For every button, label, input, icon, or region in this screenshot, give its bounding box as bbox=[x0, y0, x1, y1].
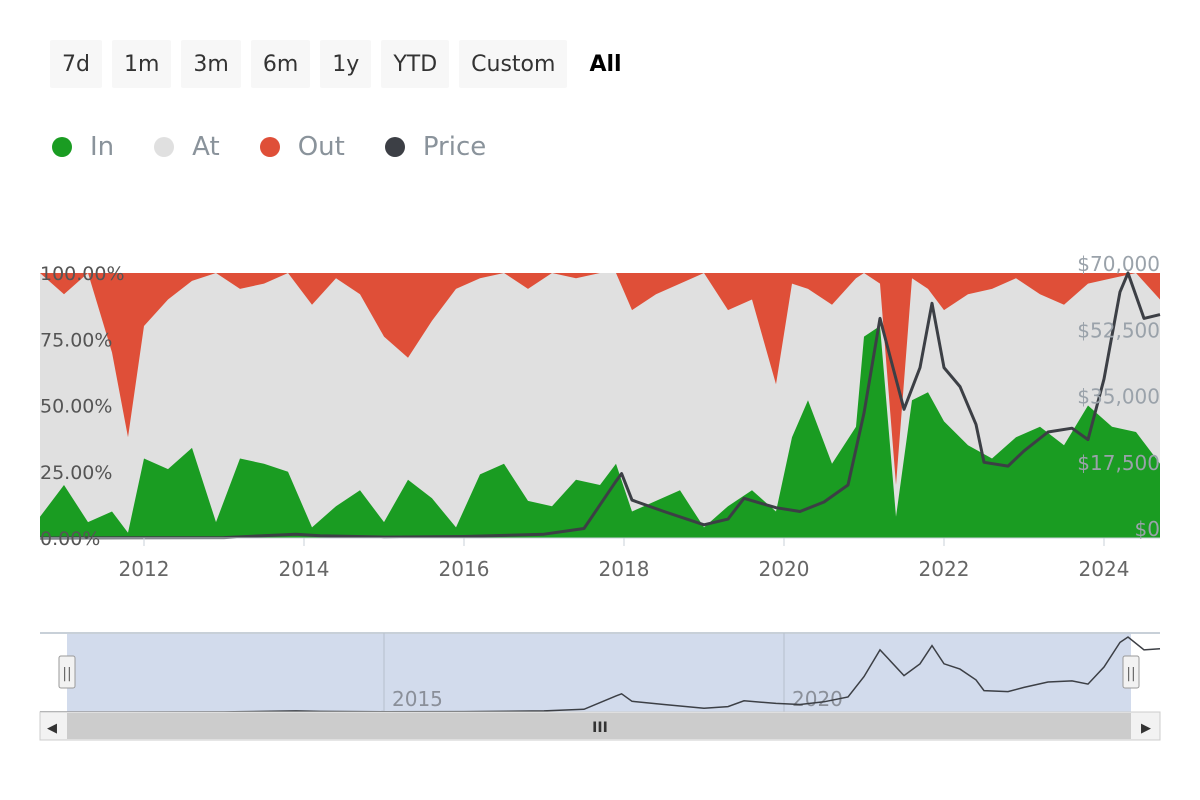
handle-grip-icon: || bbox=[1126, 666, 1135, 682]
range-selector: 7d 1m 3m 6m 1y YTD Custom All bbox=[50, 40, 634, 88]
scrollbar-grip-icon: III bbox=[592, 720, 608, 736]
range-custom-button[interactable]: Custom bbox=[459, 40, 568, 88]
legend-out-label: Out bbox=[297, 132, 345, 162]
navigator-left-handle[interactable]: || bbox=[58, 655, 76, 689]
navigator-right-handle[interactable]: || bbox=[1122, 655, 1140, 689]
legend-in-dot-icon bbox=[52, 137, 72, 157]
chart-legend: In At Out Price bbox=[52, 132, 486, 162]
y-left-tick-label: 100.00% bbox=[40, 263, 125, 285]
x-tick-label: 2014 bbox=[279, 557, 330, 581]
range-6m-button[interactable]: 6m bbox=[250, 40, 311, 88]
out-series-area bbox=[40, 273, 1160, 485]
y-left-tick-label: 0.00% bbox=[40, 528, 100, 550]
y-left-tick-label: 25.00% bbox=[40, 462, 112, 484]
x-tick-label: 2016 bbox=[439, 557, 490, 581]
x-tick-label: 2012 bbox=[119, 557, 170, 581]
navigator-price-line bbox=[39, 636, 1161, 713]
legend-item-in[interactable]: In bbox=[52, 132, 114, 162]
navigator-selected-range bbox=[67, 634, 1131, 712]
range-1m-button[interactable]: 1m bbox=[111, 40, 172, 88]
scroll-right-arrow-icon[interactable]: ▶ bbox=[1141, 721, 1151, 736]
y-right-tick-label: $17,500 bbox=[1077, 451, 1160, 475]
handle-grip-icon: || bbox=[62, 666, 71, 682]
y-right-tick-label: $70,000 bbox=[1077, 252, 1160, 276]
range-all-button[interactable]: All bbox=[589, 51, 622, 77]
x-tick-label: 2018 bbox=[599, 557, 650, 581]
scroll-left-arrow-icon[interactable]: ◀ bbox=[47, 721, 57, 736]
scrollbar-thumb bbox=[67, 713, 1131, 739]
range-1y-button[interactable]: 1y bbox=[320, 40, 372, 88]
legend-in-label: In bbox=[90, 132, 115, 162]
legend-price-label: Price bbox=[422, 132, 487, 162]
legend-item-at[interactable]: At bbox=[154, 132, 220, 162]
x-tick-label: 2024 bbox=[1079, 557, 1130, 581]
legend-at-label: At bbox=[192, 132, 220, 162]
legend-item-out[interactable]: Out bbox=[259, 132, 345, 162]
legend-at-dot-icon bbox=[154, 137, 175, 157]
handle-box bbox=[1122, 655, 1140, 689]
y-left-tick-label: 50.00% bbox=[40, 396, 112, 418]
navigator-year-label: 2015 bbox=[392, 687, 443, 711]
legend-price-dot-icon bbox=[384, 137, 405, 157]
y-right-tick-label: $52,500 bbox=[1077, 318, 1160, 342]
x-tick-label: 2022 bbox=[919, 557, 970, 581]
y-right-tick-label: $0 bbox=[1135, 517, 1160, 541]
y-right-tick-label: $35,000 bbox=[1077, 385, 1160, 409]
y-left-tick-label: 75.00% bbox=[40, 329, 112, 351]
price-series-line bbox=[39, 271, 1161, 540]
range-3m-button[interactable]: 3m bbox=[181, 40, 241, 88]
legend-out-dot-icon bbox=[259, 137, 280, 157]
handle-box bbox=[58, 655, 76, 689]
range-7d-button[interactable]: 7d bbox=[50, 40, 102, 88]
x-tick-label: 2020 bbox=[759, 557, 810, 581]
legend-item-price[interactable]: Price bbox=[384, 132, 487, 162]
in-series-area bbox=[40, 326, 1160, 538]
navigator-scrollbar[interactable]: III ◀ ▶ bbox=[39, 711, 1161, 741]
range-ytd-button[interactable]: YTD bbox=[381, 40, 450, 88]
